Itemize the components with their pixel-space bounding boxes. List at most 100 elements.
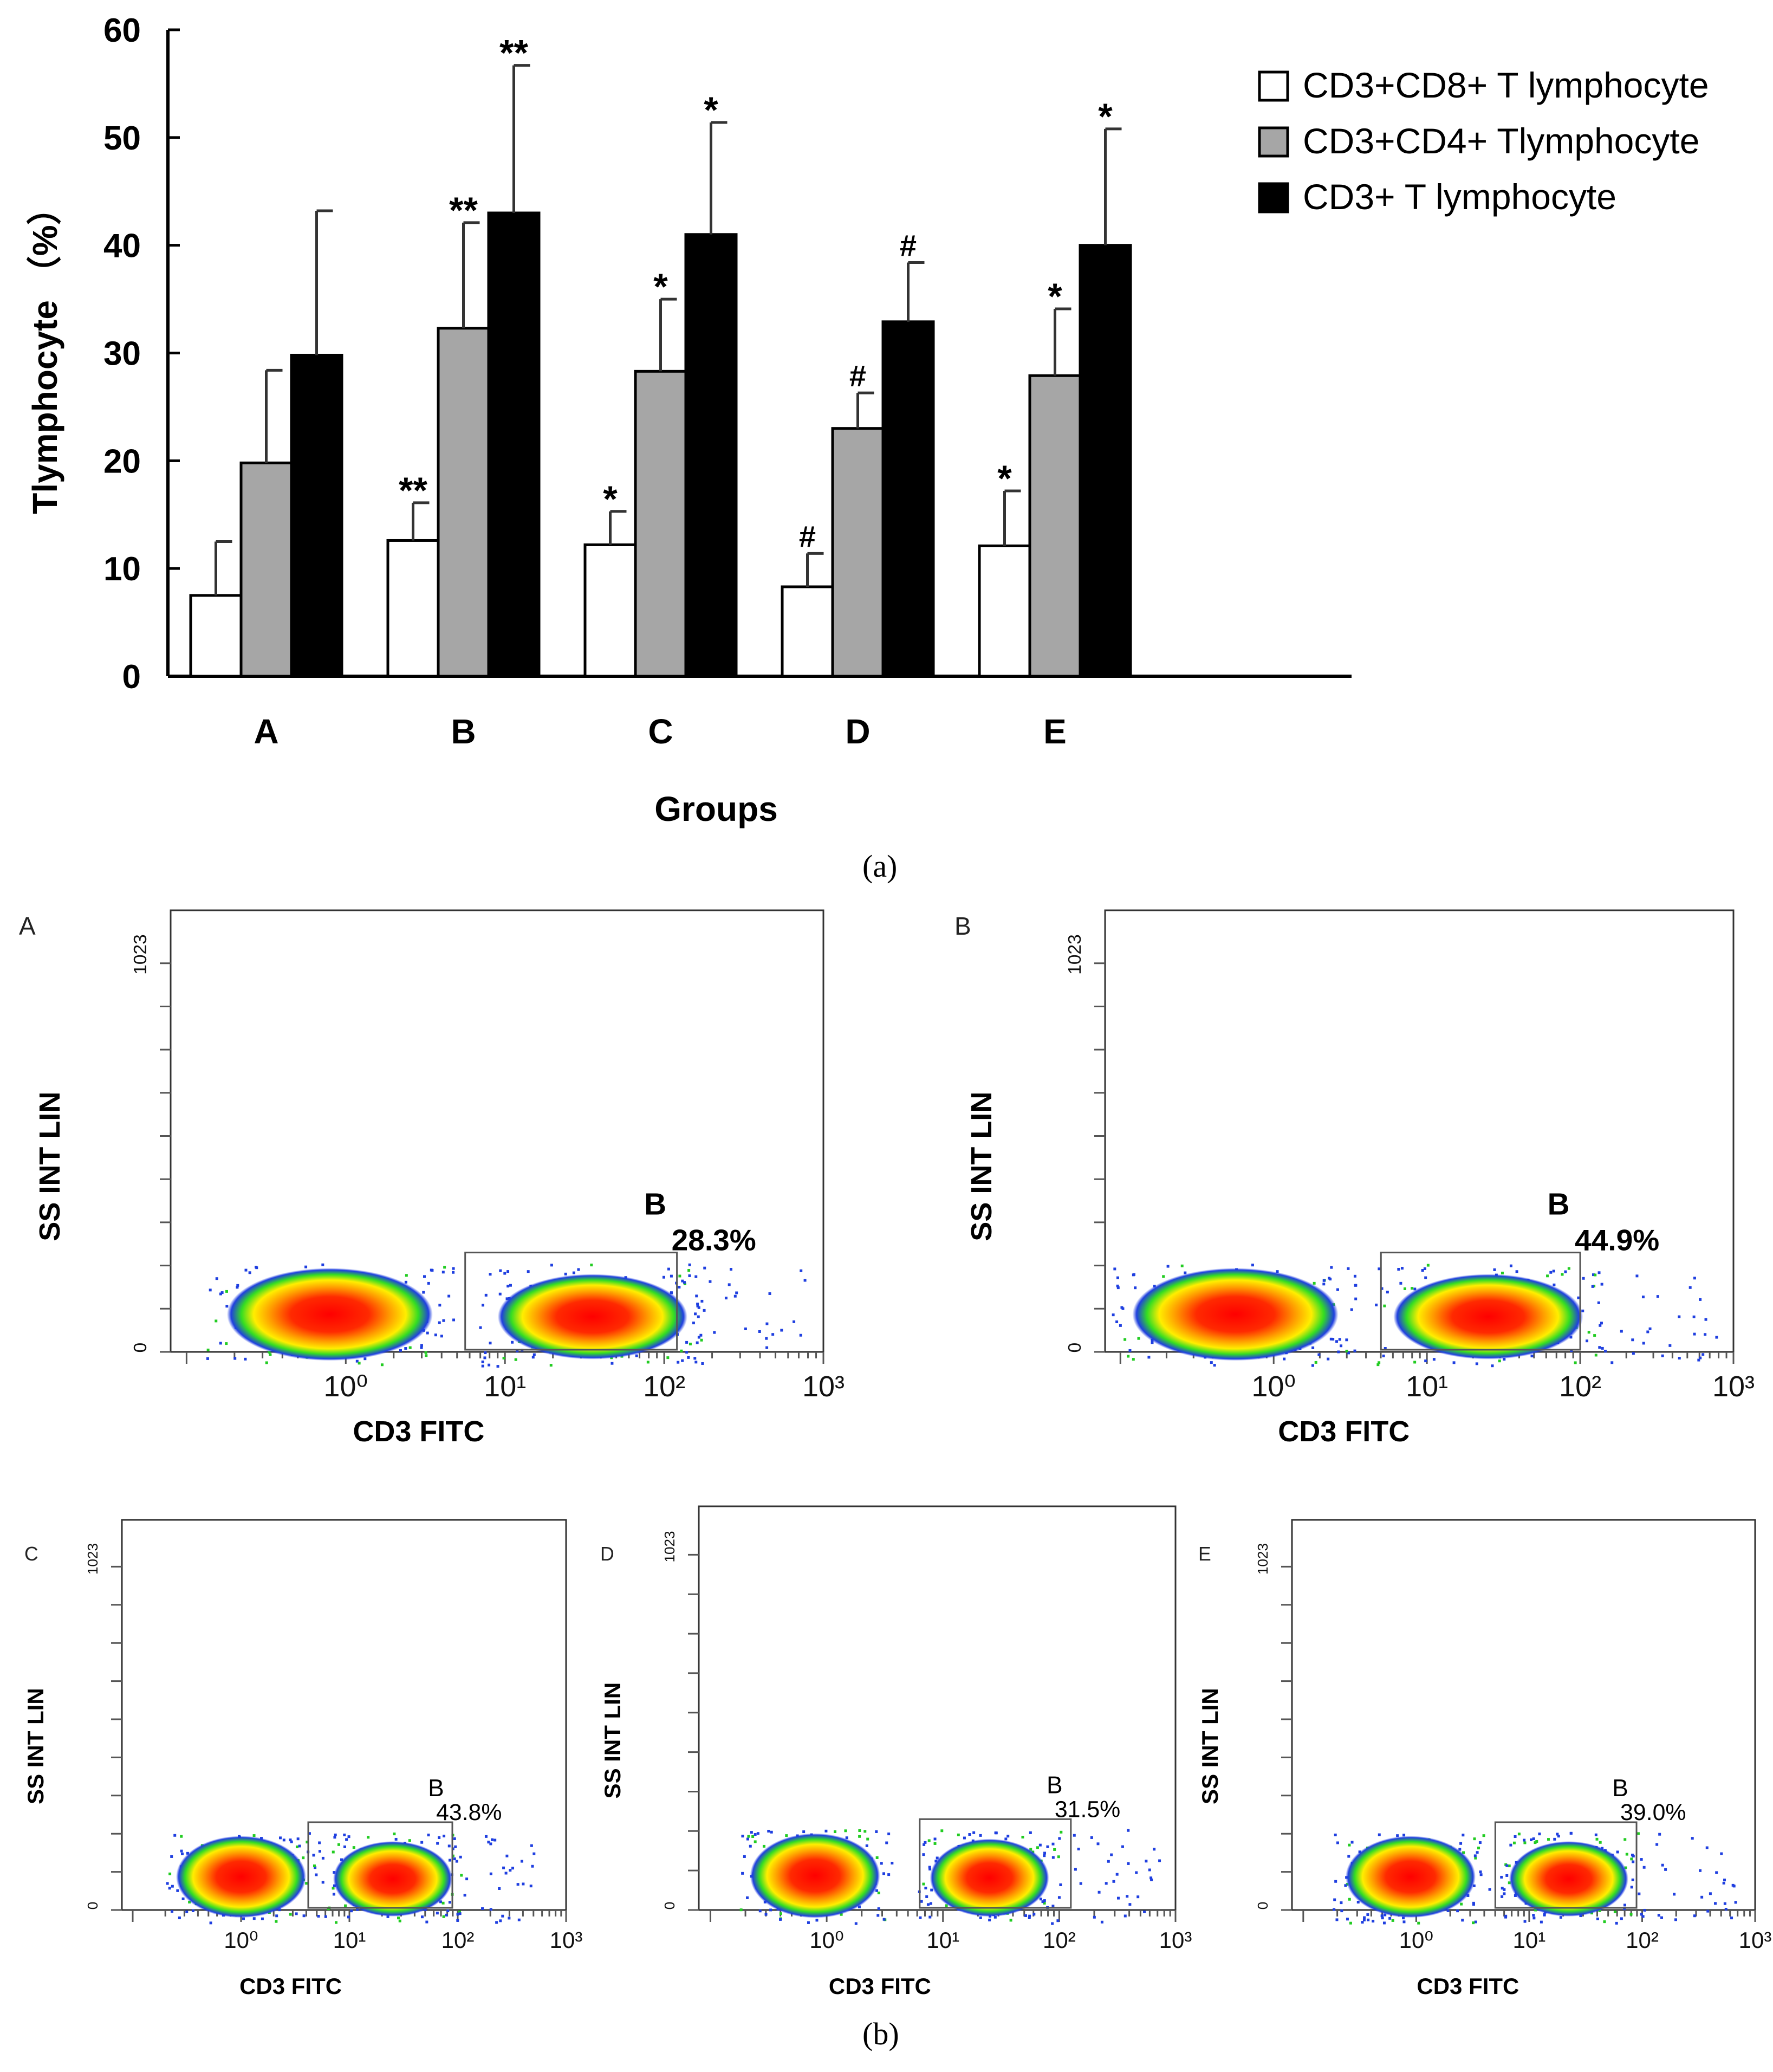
bar-cd3-cd8-t-lymphocyte-D <box>781 585 834 678</box>
x-tick-label-D: D <box>845 712 870 751</box>
event-dot <box>1505 1864 1509 1867</box>
event-dot <box>509 1284 512 1287</box>
event-dot <box>1557 1835 1560 1838</box>
event-dot <box>332 1887 335 1890</box>
y-axis-title: SS INT LIN <box>34 1092 66 1241</box>
event-dot <box>1136 1895 1140 1899</box>
event-dot <box>1334 1834 1337 1837</box>
event-dot <box>1547 1838 1550 1841</box>
event-dot <box>443 1266 446 1269</box>
event-dot <box>420 1344 423 1347</box>
event-dot <box>315 1873 318 1876</box>
event-dot <box>1112 1313 1115 1317</box>
event-dot <box>1134 1286 1137 1290</box>
event-dot <box>479 1326 482 1329</box>
event-dot <box>739 1908 743 1912</box>
event-dot <box>768 1292 771 1295</box>
event-dot <box>1723 1902 1726 1905</box>
event-dot <box>754 1840 757 1843</box>
event-dot <box>1354 1284 1358 1287</box>
event-dot <box>1335 1918 1339 1921</box>
event-dot <box>695 1294 698 1298</box>
event-dot <box>1093 1915 1096 1919</box>
event-dot <box>1077 1848 1080 1851</box>
event-dot <box>333 1836 336 1839</box>
event-dot <box>1041 1900 1044 1903</box>
event-dot <box>499 1919 502 1922</box>
event-dot <box>1561 1273 1564 1276</box>
positive-population-cloud <box>497 1274 687 1359</box>
event-dot <box>1397 1267 1400 1271</box>
event-dot <box>1587 1331 1590 1334</box>
event-dot <box>1446 1909 1450 1912</box>
event-dot <box>1251 1264 1254 1267</box>
event-dot <box>1057 1896 1061 1899</box>
event-dot <box>564 1272 567 1275</box>
significance-mark: * <box>653 266 668 307</box>
event-dot <box>930 1902 933 1905</box>
y-zero-label: 0 <box>661 1902 678 1909</box>
event-dot <box>436 1842 439 1845</box>
event-dot <box>1367 1918 1370 1921</box>
event-dot <box>1620 1330 1623 1333</box>
event-dot <box>1462 1834 1465 1837</box>
event-dot <box>171 1910 174 1913</box>
event-dot <box>1116 1286 1120 1290</box>
x-tick-label-C: C <box>648 712 673 751</box>
event-dot <box>689 1342 692 1345</box>
event-dot <box>1402 1916 1405 1920</box>
event-dot <box>438 1304 441 1307</box>
event-dot <box>1421 1269 1424 1272</box>
event-dot <box>1620 1917 1623 1920</box>
event-dot <box>1375 1303 1378 1306</box>
event-dot <box>427 1834 430 1837</box>
event-dot <box>532 1852 536 1855</box>
event-dot <box>268 1351 271 1354</box>
event-dot <box>321 1856 324 1860</box>
event-dot <box>1724 1908 1727 1911</box>
event-dot <box>1569 1831 1573 1835</box>
event-dot <box>1115 1320 1119 1324</box>
event-dot <box>501 1914 504 1918</box>
flow-plot-C: 10⁰ 10¹ 10² 10³ 1023 0 SS INT LIN CD3 FITC C B43.… <box>23 1519 582 1999</box>
event-dot <box>885 1841 888 1844</box>
event-dot <box>922 1853 925 1856</box>
event-dot <box>1472 1884 1476 1887</box>
event-dot <box>765 1337 768 1340</box>
event-dot <box>1046 1845 1049 1848</box>
event-dot <box>1043 1851 1047 1855</box>
event-dot <box>858 1829 861 1832</box>
event-dot <box>493 1838 497 1842</box>
event-dot <box>876 1914 880 1917</box>
event-dot <box>678 1274 681 1278</box>
event-dot <box>1591 1285 1594 1288</box>
event-dot <box>1127 1829 1130 1832</box>
event-dot <box>302 1914 306 1918</box>
event-dot <box>699 1333 703 1337</box>
event-dot <box>397 1916 400 1920</box>
event-dot <box>936 1856 939 1860</box>
event-dot <box>1213 1364 1216 1367</box>
event-dot <box>749 1844 752 1848</box>
event-dot <box>185 1911 189 1914</box>
panel-b-caption: (b) <box>862 2016 899 2051</box>
event-dot <box>1610 1361 1614 1364</box>
event-dot <box>1043 1899 1046 1902</box>
event-dot <box>696 1303 699 1306</box>
event-dot <box>499 1269 502 1272</box>
event-dot <box>1461 1919 1464 1922</box>
event-dot <box>1616 1850 1619 1854</box>
x-axis-title: CD3 FITC <box>1417 1973 1519 1999</box>
bar-cd3-cd8-t-lymphocyte-A <box>189 594 243 678</box>
event-dot <box>1376 1363 1380 1367</box>
event-dot <box>408 1346 412 1349</box>
bar-cd3-t-lymphocyte-A <box>290 353 343 678</box>
event-dot <box>1107 1860 1110 1863</box>
event-dot <box>317 1915 320 1918</box>
event-dot <box>176 1889 179 1892</box>
event-dot <box>957 1833 960 1836</box>
event-dot <box>1493 1268 1496 1271</box>
event-dot <box>1004 1837 1008 1841</box>
event-dot <box>1123 1914 1127 1918</box>
event-dot <box>1474 1856 1477 1860</box>
